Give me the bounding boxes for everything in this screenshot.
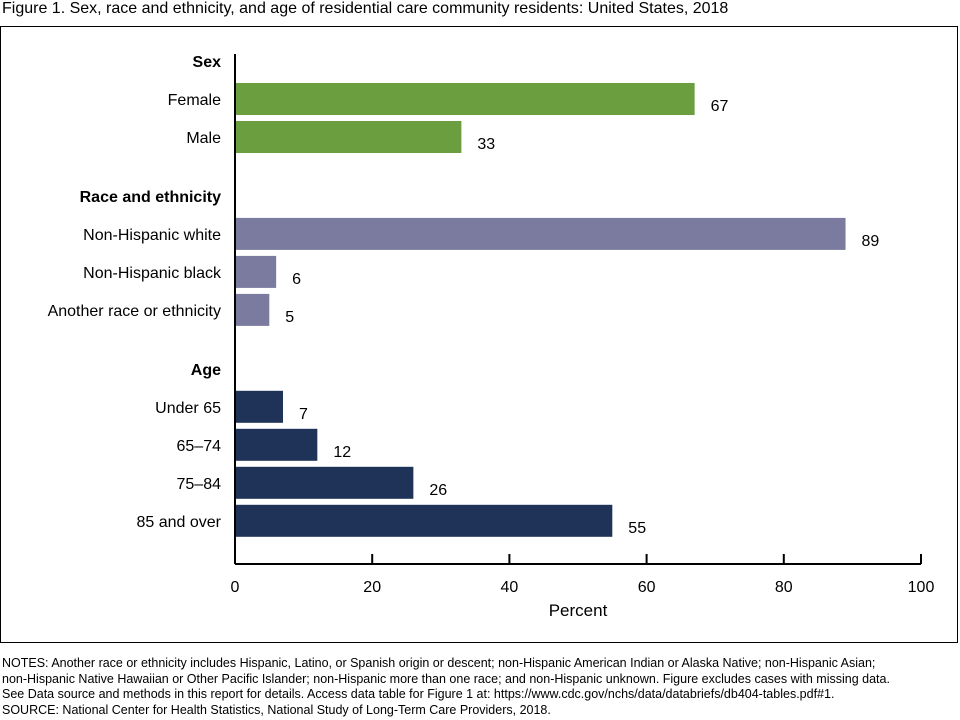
data-label-non-hispanic-white: 89 [862,233,880,250]
x-tick-label-0: 0 [231,579,240,596]
data-label-75-84: 26 [429,482,447,499]
category-label-75-84: 75–84 [177,476,222,493]
data-label-65-74: 12 [333,444,351,461]
data-label-85-and-over: 55 [628,520,646,537]
source-line: SOURCE: National Center for Health Stati… [2,702,551,717]
data-label-female: 67 [711,98,729,115]
x-tick-label-80: 80 [775,579,793,596]
category-label-under-65: Under 65 [155,400,221,417]
x-tick-label-20: 20 [363,579,381,596]
notes-line-3: See Data source and methods in this repo… [2,687,835,701]
data-label-another-race-or-ethnicity: 5 [285,309,294,326]
data-label-male: 33 [477,136,495,153]
bar-under-65 [235,390,284,423]
category-label-non-hispanic-black: Non-Hispanic black [83,265,222,282]
data-label-under-65: 7 [299,406,308,423]
category-label-non-hispanic-white: Non-Hispanic white [83,227,221,244]
bar-non-hispanic-white [235,217,846,250]
group-label-race-and-ethnicity: Race and ethnicity [80,189,221,206]
notes-line-2: non-Hispanic Native Hawaiian or Other Pa… [2,671,890,686]
figure-title: Figure 1. Sex, race and ethnicity, and a… [2,0,729,17]
category-label-65-74: 65–74 [177,438,222,455]
category-label-female: Female [168,92,221,109]
notes-section: NOTES: Another race or ethnicity include… [2,656,958,718]
category-label-male: Male [186,130,221,147]
x-tick-label-60: 60 [638,579,656,596]
notes-line-1: NOTES: Another race or ethnicity include… [2,656,876,670]
x-tick-label-100: 100 [908,579,935,596]
bar-another-race-or-ethnicity [235,293,270,326]
bar-85-and-over [235,504,613,537]
category-label-85-and-over: 85 and over [136,514,221,531]
x-axis-label: Percent [549,601,608,620]
bar-male [235,121,462,153]
group-label-age: Age [191,362,221,379]
category-label-another-race-or-ethnicity: Another race or ethnicity [48,303,221,320]
chart-frame: Sex Female 67 Male 33 Race and ethnicity Non-H… [0,26,958,643]
data-label-non-hispanic-black: 6 [292,271,301,288]
bar-non-hispanic-black [235,255,277,288]
group-label-sex: Sex [193,54,222,71]
bar-75-84 [235,466,414,499]
bar-female [235,83,695,115]
x-tick-label-40: 40 [501,579,519,596]
bar-65-74 [235,428,318,461]
